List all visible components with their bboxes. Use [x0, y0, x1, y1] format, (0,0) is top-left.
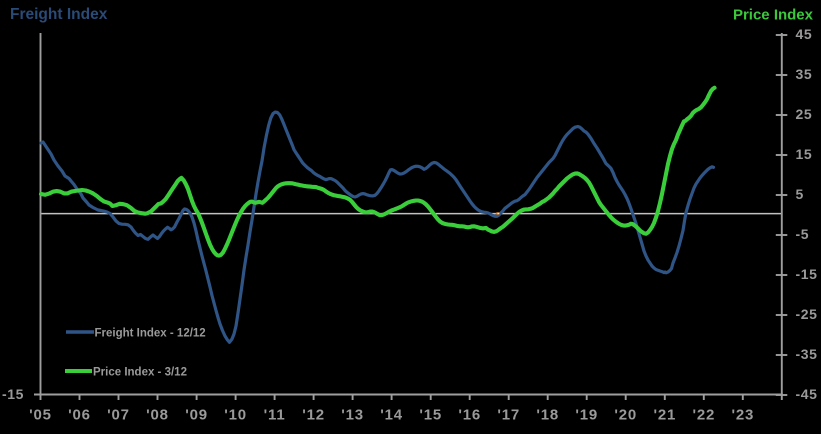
- svg-text:Freight Index: Freight Index: [10, 6, 108, 23]
- svg-text:'20: '20: [614, 407, 637, 424]
- svg-text:'17: '17: [497, 407, 520, 424]
- svg-text:'05: '05: [29, 406, 52, 423]
- svg-text:'15: '15: [419, 407, 442, 424]
- svg-text:35: 35: [796, 66, 813, 82]
- svg-text:15: 15: [796, 146, 813, 162]
- svg-text:'13: '13: [341, 406, 364, 423]
- svg-text:'09: '09: [185, 406, 208, 423]
- svg-text:'06: '06: [68, 406, 91, 423]
- svg-text:'21: '21: [653, 407, 676, 424]
- svg-text:-25: -25: [795, 306, 817, 322]
- svg-text:25: 25: [796, 106, 813, 122]
- svg-text:'14: '14: [380, 406, 403, 423]
- svg-text:'07: '07: [107, 406, 130, 423]
- svg-text:5: 5: [796, 186, 804, 202]
- svg-text:'12: '12: [302, 406, 325, 423]
- svg-text:'08: '08: [146, 406, 169, 423]
- svg-text:Freight Index - 12/12: Freight Index - 12/12: [94, 327, 205, 339]
- svg-text:'16: '16: [458, 407, 481, 424]
- svg-text:-15: -15: [2, 386, 24, 402]
- svg-text:'11: '11: [264, 406, 286, 423]
- svg-text:-15: -15: [795, 266, 817, 282]
- svg-text:'10: '10: [224, 406, 247, 423]
- svg-text:-5: -5: [795, 226, 809, 242]
- svg-text:'19: '19: [575, 407, 598, 424]
- svg-text:45: 45: [796, 26, 813, 42]
- svg-text:-45: -45: [795, 386, 817, 402]
- svg-text:'22: '22: [692, 407, 715, 424]
- svg-text:-35: -35: [795, 346, 817, 362]
- svg-text:'23: '23: [731, 407, 754, 424]
- svg-text:Price Index: Price Index: [733, 7, 814, 24]
- svg-text:Price Index - 3/12: Price Index - 3/12: [93, 366, 187, 378]
- svg-text:'18: '18: [536, 407, 559, 424]
